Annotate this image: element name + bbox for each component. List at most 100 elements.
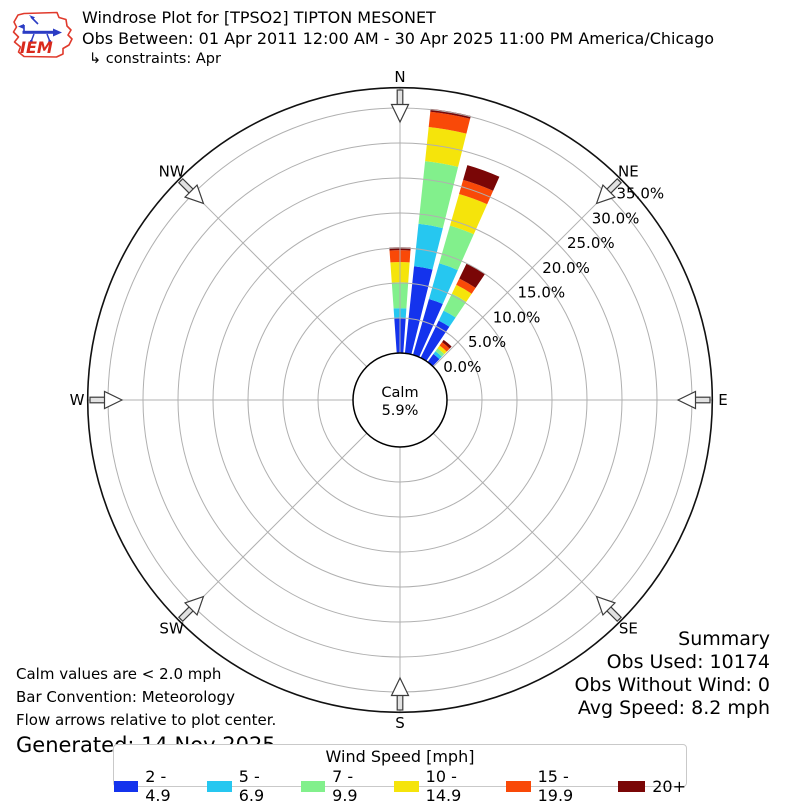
radial-tick-label-15pct: 15.0% <box>517 284 565 302</box>
iowa-outline <box>12 11 73 58</box>
grid-spoke-315deg <box>178 178 368 368</box>
arrow-shaft <box>396 89 404 106</box>
legend-label-1: 5 - 6.9 <box>238 767 265 805</box>
arrow-shaft <box>396 694 404 711</box>
summary-block: Summary Obs Used: 10174 Obs Without Wind… <box>574 628 770 720</box>
compass-arrow-N-icon <box>390 89 410 124</box>
compass-label-S: S <box>395 714 405 732</box>
calm-footnote: Calm values are < 2.0 mph <box>16 665 222 683</box>
windrose-bar-30deg-bin1 <box>438 310 456 327</box>
windrose-bar-10deg-bin5 <box>430 108 471 119</box>
arrow-head <box>183 595 205 617</box>
compass-arrow-S-icon <box>390 676 410 711</box>
legend-swatch-0 <box>114 780 139 792</box>
windrose-bar-10deg-bin0 <box>404 266 433 355</box>
compass-arrow-NW-icon <box>177 177 205 205</box>
windrose-bar-40deg-bin0 <box>427 354 440 367</box>
windrose-bar-20deg-bin2 <box>439 225 474 271</box>
windrose-bar-20deg-bin4 <box>459 179 494 205</box>
plot-title: Windrose Plot for [TPSO2] TIPTON MESONET <box>82 8 436 27</box>
compass-label-NE: NE <box>618 163 639 181</box>
iem-logo-text: IEM <box>20 38 53 57</box>
windrose-bar-30deg-bin0 <box>420 320 450 362</box>
header: Windrose Plot for [TPSO2] TIPTON MESONET… <box>82 7 714 69</box>
calm-value: 5.9% <box>382 403 419 419</box>
arrow-head <box>390 676 410 697</box>
arrow-head <box>183 183 205 205</box>
radial-tick-label-0pct: 0.0% <box>443 358 481 376</box>
flow-arrows-footnote: Flow arrows relative to plot center. <box>16 711 277 729</box>
radial-tick-label-30pct: 30.0% <box>592 209 640 227</box>
windrose-bar-40deg-bin1 <box>433 351 442 360</box>
legend-swatch-3 <box>394 780 419 792</box>
legend-item-4: 15 - 19.9 <box>506 767 602 805</box>
arrow-head <box>595 595 617 617</box>
windrose-bar-40deg-bin4 <box>439 342 450 352</box>
summary-title: Summary <box>678 628 770 650</box>
windrose-bar-10deg-bin1 <box>414 223 443 270</box>
calm-circle <box>352 352 448 448</box>
legend-label-0: 2 - 4.9 <box>145 767 171 805</box>
windrose-bar-20deg-bin0 <box>412 298 443 358</box>
compass-arrow-SE-icon <box>595 595 623 623</box>
arrow-head <box>103 390 124 410</box>
arrow-head <box>676 390 697 410</box>
legend-label-2: 7 - 9.9 <box>332 767 358 805</box>
legend-item-5: 20+ <box>618 777 686 796</box>
calm-label: Calm <box>381 385 418 401</box>
windrose-bar-40deg-bin5 <box>442 339 452 349</box>
iem-logo: IEM <box>12 11 73 58</box>
legend-item-0: 2 - 4.9 <box>114 767 191 805</box>
windrose-bar-30deg-bin4 <box>456 278 476 294</box>
summary-obs-used: Obs Used: 10174 <box>606 651 770 673</box>
grid-spoke-45deg <box>432 178 622 368</box>
bar-convention-footnote: Bar Convention: Meteorology <box>16 688 235 706</box>
compass-label-SW: SW <box>159 619 184 637</box>
compass-arrow-W-icon <box>89 390 124 410</box>
legend-swatch-4 <box>506 780 531 792</box>
windrose-bar-30deg-bin3 <box>451 284 472 302</box>
summary-avg-speed: Avg Speed: 8.2 mph <box>577 697 770 719</box>
radial-tick-label-35pct: 35.0% <box>616 185 664 203</box>
obs-range-subtitle: Obs Between: 01 Apr 2011 12:00 AM - 30 A… <box>82 29 715 48</box>
radial-tick-label-10pct: 10.0% <box>493 308 541 326</box>
compass-label-E: E <box>718 391 727 409</box>
windrose-bar-20deg-bin3 <box>450 194 488 235</box>
legend-title: Wind Speed [mph] <box>325 747 475 766</box>
windrose-bar-10deg-bin4 <box>428 111 471 134</box>
compass-label-NW: NW <box>159 163 185 181</box>
legend-items: 2 - 4.9 5 - 6.9 7 - 9.9 10 - 14.9 15 - 19.9 2… <box>114 767 686 805</box>
radial-tick-label-25pct: 25.0% <box>567 234 615 252</box>
arrow-shaft <box>694 396 711 404</box>
legend-item-1: 5 - 6.9 <box>207 767 284 805</box>
wind-speed-legend: Wind Speed [mph] 2 - 4.9 5 - 6.9 7 - 9.9 10… <box>113 744 687 805</box>
compass-arrow-E-icon <box>676 390 711 410</box>
arrow-head <box>390 103 410 124</box>
compass-arrow-SW-icon <box>177 595 205 623</box>
grid-spoke-225deg <box>178 432 368 622</box>
grid-spoke-135deg <box>432 432 622 622</box>
legend-swatch-5 <box>618 780 646 792</box>
legend-label-3: 10 - 14.9 <box>425 767 462 805</box>
windrose-bar-40deg-bin2 <box>435 348 445 357</box>
windrose-bar-20deg-bin1 <box>428 263 458 304</box>
constraints-note: ↳ constraints: Apr <box>89 51 221 67</box>
windrose-bar-40deg-bin3 <box>437 345 447 355</box>
compass-label-SE: SE <box>619 619 638 637</box>
summary-obs-without-wind: Obs Without Wind: 0 <box>574 674 770 696</box>
arrow-head <box>595 183 617 205</box>
legend-swatch-1 <box>207 780 232 792</box>
legend-label-5: 20+ <box>652 776 686 796</box>
legend-label-4: 15 - 19.9 <box>537 767 574 805</box>
windrose-bar-20deg-bin5 <box>463 165 500 191</box>
windrose-bar-10deg-bin2 <box>418 161 459 229</box>
legend-item-2: 7 - 9.9 <box>300 767 378 805</box>
compass-label-W: W <box>70 391 85 409</box>
windrose-bar-30deg-bin5 <box>459 263 485 288</box>
weather-vane-icon <box>18 15 62 43</box>
legend-item-3: 10 - 14.9 <box>394 767 490 805</box>
compass-arrow-NE-icon <box>595 177 623 205</box>
arrow-shaft <box>89 396 106 404</box>
outer-boundary-circle <box>86 86 714 714</box>
